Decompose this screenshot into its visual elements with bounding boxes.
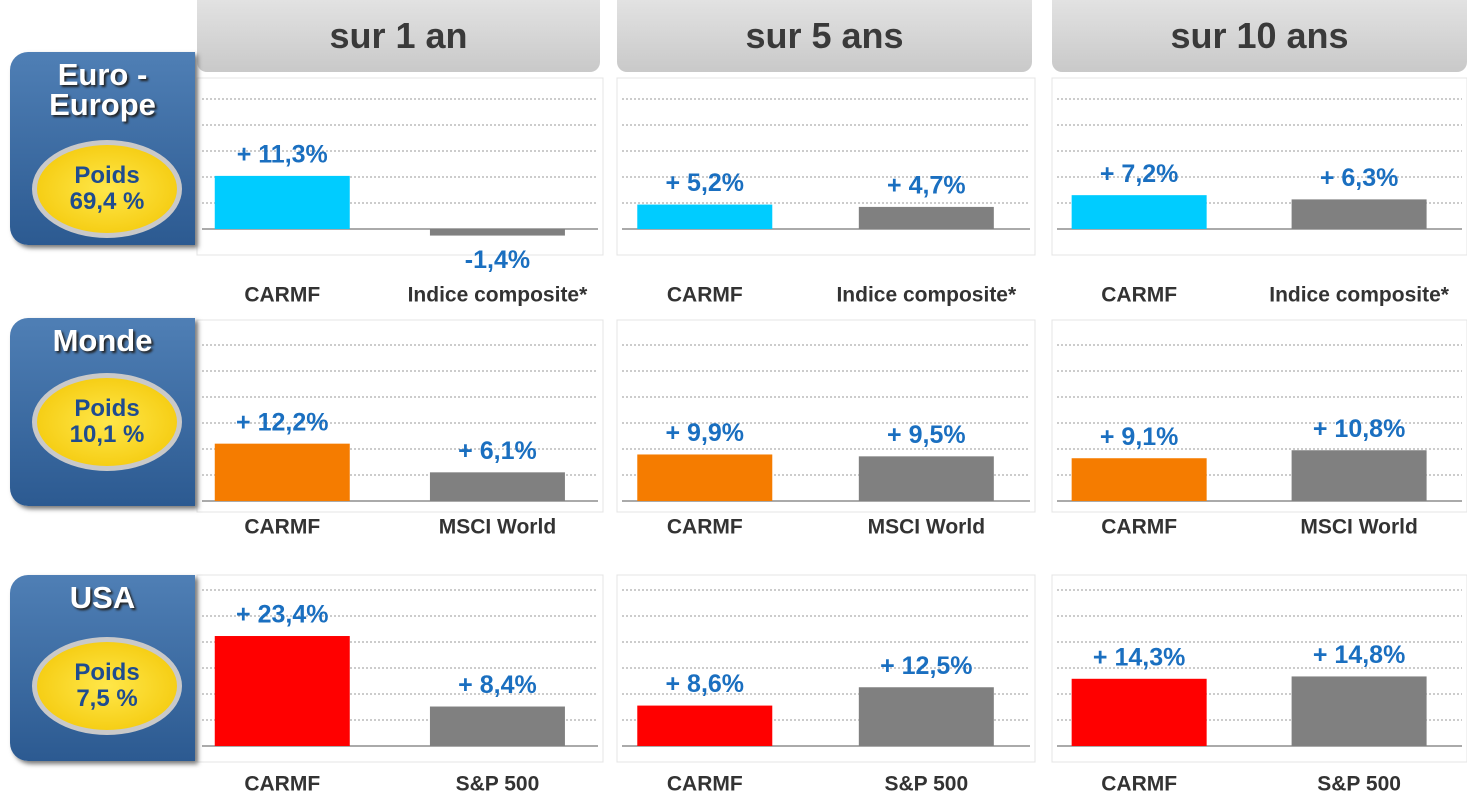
category-label: Indice composite*	[408, 284, 589, 307]
category-label: CARMF	[667, 773, 743, 796]
bar	[1291, 676, 1427, 746]
value-label: + 14,8%	[1313, 641, 1405, 669]
value-label: + 6,3%	[1320, 164, 1399, 192]
value-label: + 14,3%	[1093, 643, 1185, 671]
bar	[429, 229, 565, 236]
category-label: CARMF	[1101, 284, 1177, 307]
weight-value: 10,1 %	[69, 421, 145, 448]
category-label: CARMF	[244, 516, 320, 539]
weight-badge: Poids 69,4 %	[32, 140, 182, 238]
weight-value: 7,5 %	[76, 685, 138, 712]
value-label: + 9,5%	[887, 421, 966, 449]
weight-label: Poids	[74, 395, 140, 422]
category-label: S&P 500	[1317, 773, 1401, 796]
weight-label: Poids	[74, 659, 140, 686]
category-label: CARMF	[667, 516, 743, 539]
bar	[214, 443, 350, 501]
bar	[1071, 195, 1207, 229]
bar	[637, 454, 773, 501]
weight-value: 69,4 %	[69, 188, 145, 215]
value-label: + 9,1%	[1100, 423, 1179, 451]
value-label: + 9,9%	[666, 419, 745, 447]
value-label: -1,4%	[465, 246, 530, 274]
category-label: CARMF	[667, 284, 743, 307]
bar	[214, 636, 350, 746]
row-label: USA	[69, 580, 136, 615]
value-label: + 6,1%	[458, 437, 537, 465]
column-header: sur 5 ans	[617, 0, 1032, 72]
bar	[637, 204, 773, 229]
value-label: + 10,8%	[1313, 415, 1405, 443]
value-label: + 7,2%	[1100, 160, 1179, 188]
value-label: + 8,6%	[666, 670, 745, 698]
category-label: CARMF	[1101, 516, 1177, 539]
category-label: CARMF	[244, 773, 320, 796]
category-label: MSCI World	[439, 516, 556, 539]
row-label: Euro - Europe	[49, 57, 156, 122]
value-label: + 8,4%	[458, 671, 537, 699]
category-label: CARMF	[1101, 773, 1177, 796]
row-tab: Monde Poids 10,1 %	[10, 318, 195, 506]
category-label: Indice composite*	[1269, 284, 1450, 307]
category-label: MSCI World	[1300, 516, 1417, 539]
value-label: + 23,4%	[236, 601, 328, 629]
value-label: + 5,2%	[666, 169, 745, 197]
value-label: + 12,5%	[880, 652, 972, 680]
value-label: + 11,3%	[237, 140, 328, 168]
bar	[637, 705, 773, 746]
category-label: MSCI World	[868, 516, 985, 539]
bar	[858, 687, 994, 746]
bar	[1291, 199, 1427, 229]
bar	[1291, 450, 1427, 501]
bar	[858, 456, 994, 501]
bar	[1071, 458, 1207, 501]
bar	[858, 206, 994, 229]
bar	[214, 175, 350, 229]
value-label: + 12,2%	[236, 408, 328, 436]
category-label: S&P 500	[456, 773, 540, 796]
weight-badge: Poids 7,5 %	[32, 637, 182, 735]
row-label: Monde	[52, 323, 153, 358]
bar	[429, 706, 565, 746]
row-tab: Euro - Europe Poids 69,4 %	[10, 52, 195, 245]
category-label: S&P 500	[884, 773, 968, 796]
bar	[429, 472, 565, 501]
row-tab: USA Poids 7,5 %	[10, 575, 195, 761]
category-label: CARMF	[244, 284, 320, 307]
weight-badge: Poids 10,1 %	[32, 373, 182, 471]
column-header: sur 10 ans	[1052, 0, 1467, 72]
value-label: + 4,7%	[887, 172, 966, 200]
column-header: sur 1 an	[197, 0, 600, 72]
weight-label: Poids	[74, 162, 140, 189]
category-label: Indice composite*	[836, 284, 1017, 307]
bar	[1071, 678, 1207, 746]
